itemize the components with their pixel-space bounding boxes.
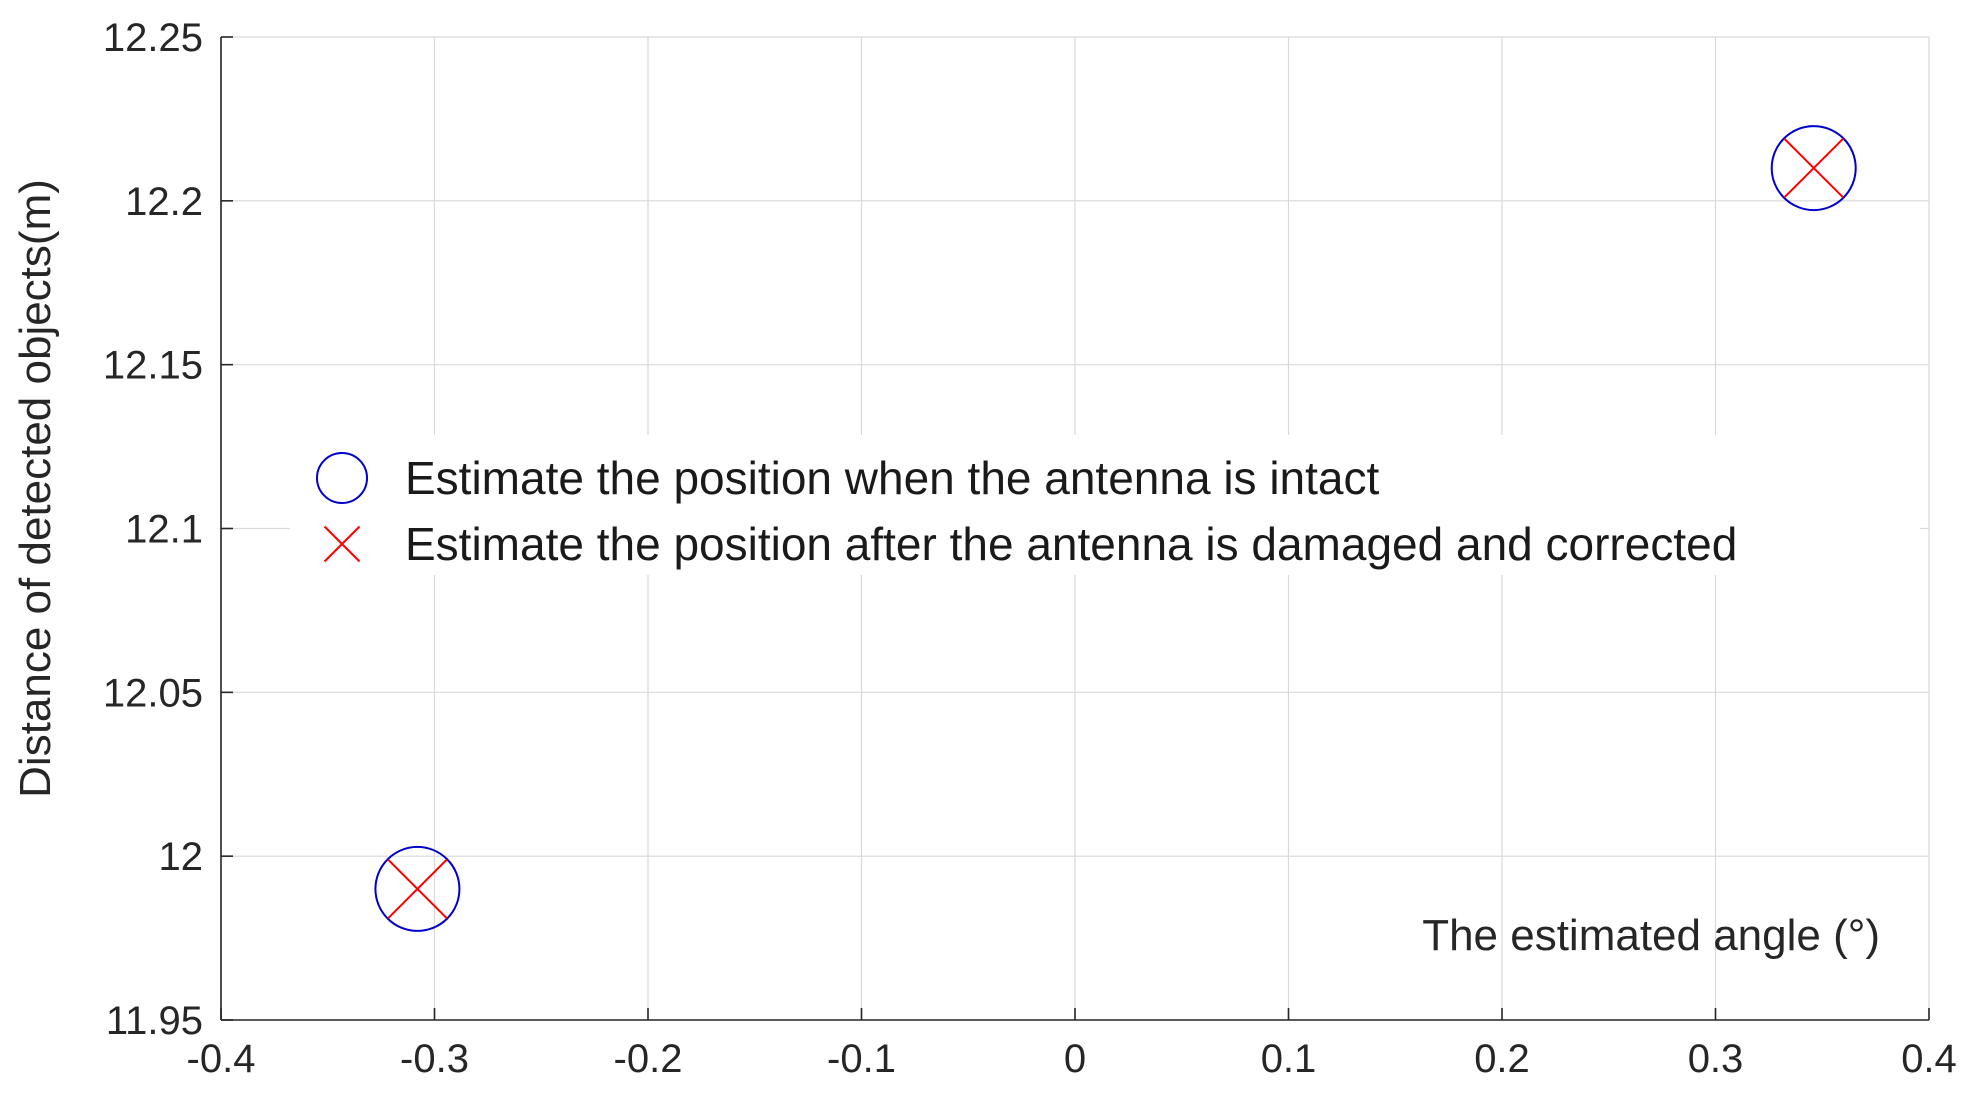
x-tick-label: 0.2 [1474, 1037, 1530, 1081]
y-tick-label: 12 [159, 835, 204, 879]
y-tick-label: 12.25 [103, 16, 203, 60]
circle-marker-point [374, 845, 461, 932]
y-axis-title: Distance of detected objects(m) [11, 179, 60, 798]
legend-box [290, 435, 1920, 575]
y-tick-label: 11.95 [106, 999, 203, 1043]
x-tick-label: -0.3 [400, 1037, 469, 1081]
y-tick-label: 12.2 [125, 180, 203, 224]
y-tick-label: 12.15 [103, 344, 203, 388]
x-tick-label: 0.3 [1688, 1037, 1744, 1081]
legend-x-icon [323, 525, 361, 563]
axes [220, 36, 1930, 1021]
x-marker-point [387, 858, 448, 920]
data-points [374, 125, 1857, 932]
tick-labels: -0.4 -0.3 -0.2 -0.1 0 0.1 0.2 0.3 0.4 11.95 12 12.0… [103, 16, 1957, 1081]
x-tick-label: -0.2 [614, 1037, 683, 1081]
legend-entry-label: Estimate the position when the antenna i… [405, 452, 1379, 504]
legend: Estimate the position when the antenna i… [290, 435, 1920, 575]
legend-circle-icon [316, 452, 368, 504]
x-tick-label: 0.4 [1901, 1037, 1957, 1081]
x-tick-label: -0.1 [827, 1037, 896, 1081]
x-tick-label: 0 [1064, 1037, 1086, 1081]
x-tick-label: 0.1 [1261, 1037, 1317, 1081]
circle-marker-point [1770, 125, 1857, 212]
x-axis-title: The estimated angle (°) [1422, 911, 1880, 960]
y-tick-label: 12.1 [125, 508, 203, 552]
legend-entry-label: Estimate the position after the antenna … [405, 518, 1737, 570]
y-tick-label: 12.05 [103, 671, 203, 715]
x-tick-label: -0.4 [187, 1037, 256, 1081]
x-marker-point [1783, 137, 1844, 199]
